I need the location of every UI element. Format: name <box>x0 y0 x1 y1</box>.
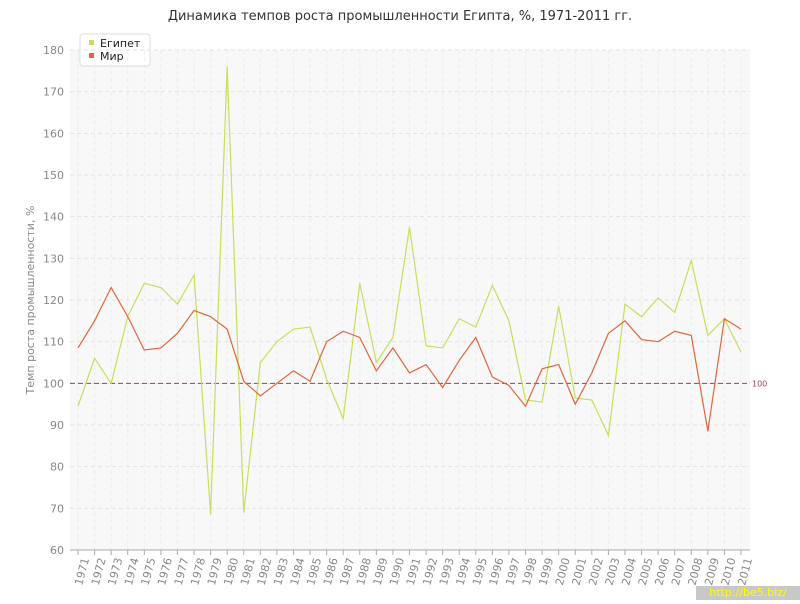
y-tick-label: 90 <box>50 419 64 432</box>
watermark-bg <box>696 586 800 600</box>
y-tick-label: 80 <box>50 461 64 474</box>
y-tick-label: 100 <box>43 377 64 390</box>
reference-label: 100 <box>752 379 767 388</box>
y-tick-label: 60 <box>50 544 64 557</box>
y-tick-label: 140 <box>43 211 64 224</box>
y-tick-label: 170 <box>43 86 64 99</box>
y-tick-label: 120 <box>43 294 64 307</box>
legend-label: Египет <box>100 37 141 50</box>
series-line <box>77 66 742 515</box>
y-tick-label: 110 <box>43 336 64 349</box>
legend-swatch <box>89 40 94 45</box>
x-tick-label: 2011 <box>735 556 755 586</box>
y-axis-label: Темп роста промышленности, % <box>24 206 37 396</box>
y-tick-label: 70 <box>50 502 64 515</box>
y-tick-label: 130 <box>43 252 64 265</box>
y-tick-label: 180 <box>43 44 64 57</box>
chart-title: Динамика темпов роста промышленности Еги… <box>168 9 632 24</box>
y-tick-label: 160 <box>43 127 64 140</box>
series-line <box>77 286 742 432</box>
legend-label: Мир <box>100 50 124 63</box>
y-tick-label: 150 <box>43 169 64 182</box>
watermark: http://be5.biz/ <box>709 586 787 599</box>
legend-swatch <box>89 53 94 58</box>
